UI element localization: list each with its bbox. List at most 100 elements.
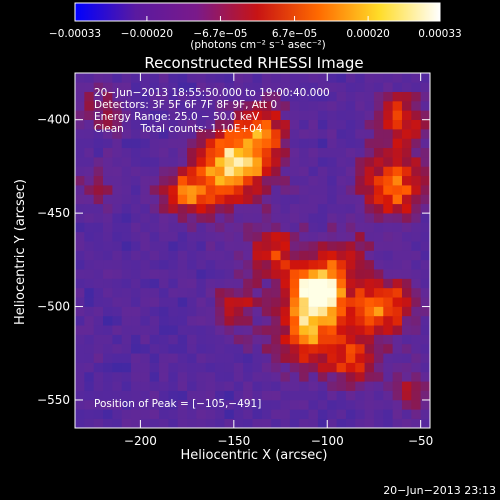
heatmap-cell — [131, 390, 141, 401]
heatmap-cell — [168, 315, 179, 326]
heatmap-cell — [383, 325, 393, 335]
heatmap-cell — [261, 343, 272, 354]
heatmap-cell — [243, 371, 253, 382]
heatmap-cell — [233, 129, 244, 139]
heatmap-cell — [131, 353, 141, 363]
heatmap-cell — [280, 325, 291, 335]
heatmap-cell — [233, 157, 244, 167]
heatmap-cell — [149, 399, 160, 410]
heatmap-cell — [168, 222, 179, 233]
heatmap-cell — [224, 222, 235, 233]
heatmap-cell — [187, 325, 197, 335]
heatmap-cell — [355, 91, 365, 102]
heatmap-cell — [93, 203, 104, 214]
heatmap-cell — [308, 129, 319, 139]
heatmap-cell — [383, 259, 393, 270]
heatmap-cell — [103, 138, 113, 149]
heatmap-cell — [355, 371, 365, 382]
chart-title: Reconstructed RHESSI Image — [144, 54, 363, 72]
heatmap-cell — [383, 241, 393, 251]
heatmap-cell — [252, 222, 263, 233]
heatmap-cell — [411, 418, 421, 428]
heatmap-cell — [401, 250, 412, 261]
heatmap-cell — [252, 409, 263, 419]
heatmap-cell — [317, 129, 328, 139]
heatmap-cell — [411, 371, 421, 382]
x-axis-title: Heliocentric X (arcsec) — [181, 448, 328, 463]
heatmap-cell — [280, 175, 291, 186]
heatmap-cell — [112, 297, 123, 307]
heatmap-cell — [355, 157, 365, 167]
heatmap-cell — [345, 203, 356, 214]
heatmap-cell — [187, 241, 197, 251]
heatmap-cell — [103, 73, 113, 83]
heatmap-cell — [299, 259, 309, 270]
heatmap-cell — [252, 353, 263, 363]
heatmap-cell — [149, 73, 160, 83]
heatmap-cell — [177, 147, 188, 158]
heatmap-cell — [252, 362, 263, 373]
heatmap-cell — [121, 175, 132, 186]
heatmap-cell — [355, 250, 365, 261]
heatmap-cell — [243, 409, 253, 419]
heatmap-cell — [75, 325, 85, 335]
heatmap-cell — [317, 241, 328, 251]
heatmap-cell — [196, 259, 207, 270]
heatmap-cell — [103, 91, 113, 102]
heatmap-cell — [373, 213, 384, 223]
heatmap-cell — [280, 362, 291, 373]
heatmap-cell — [233, 306, 244, 317]
heatmap-cell — [336, 315, 347, 326]
heatmap-cell — [327, 222, 337, 233]
heatmap-cell — [75, 241, 85, 251]
heatmap-cell — [103, 278, 113, 289]
heatmap-cell — [411, 101, 421, 111]
heatmap-cell — [383, 287, 393, 298]
heatmap-cell — [299, 371, 309, 382]
heatmap-cell — [243, 73, 253, 83]
heatmap-cell — [261, 231, 272, 242]
heatmap-cell — [177, 101, 188, 111]
heatmap-cell — [177, 287, 188, 298]
plot-frame — [74, 72, 431, 429]
heatmap-cell — [84, 91, 94, 102]
heatmap-cell — [327, 269, 337, 279]
heatmap-cell — [383, 306, 393, 317]
heatmap-cell — [345, 409, 356, 419]
heatmap-cell — [103, 82, 113, 92]
heatmap-cell — [345, 91, 356, 102]
heatmap-cell — [131, 231, 141, 242]
heatmap-cell — [168, 390, 179, 401]
heatmap-cell — [345, 390, 356, 401]
heatmap-cell — [196, 166, 207, 177]
heatmap-cell — [75, 213, 85, 223]
heatmap-cell — [224, 110, 235, 121]
heatmap-cell — [224, 334, 235, 345]
heatmap-cell — [280, 390, 291, 401]
heatmap-cell — [289, 399, 300, 410]
heatmap-cell — [103, 371, 113, 382]
heatmap-cell — [205, 371, 216, 382]
heatmap-cell — [168, 306, 179, 317]
heatmap-cell — [233, 138, 244, 149]
heatmap-cell — [411, 259, 421, 270]
heatmap-cell — [271, 101, 281, 111]
heatmap-cell — [289, 297, 300, 307]
heatmap-cell — [224, 399, 235, 410]
colorbar-tick-label: −0.00020 — [121, 28, 173, 40]
heatmap-cell — [149, 241, 160, 251]
heatmap-cell — [299, 250, 309, 261]
heatmap-cell — [289, 213, 300, 223]
heatmap-cell — [168, 175, 179, 186]
heatmap-cell — [103, 362, 113, 373]
heatmap-cell — [299, 213, 309, 223]
heatmap-cell — [243, 110, 253, 121]
heatmap-cell — [317, 381, 328, 391]
heatmap-cell — [299, 101, 309, 111]
heatmap-cell — [205, 250, 216, 261]
heatmap-cell — [336, 278, 347, 289]
heatmap-cell — [243, 315, 253, 326]
heatmap-cell — [93, 73, 104, 83]
heatmap-cell — [224, 315, 235, 326]
heatmap-cell — [103, 343, 113, 354]
